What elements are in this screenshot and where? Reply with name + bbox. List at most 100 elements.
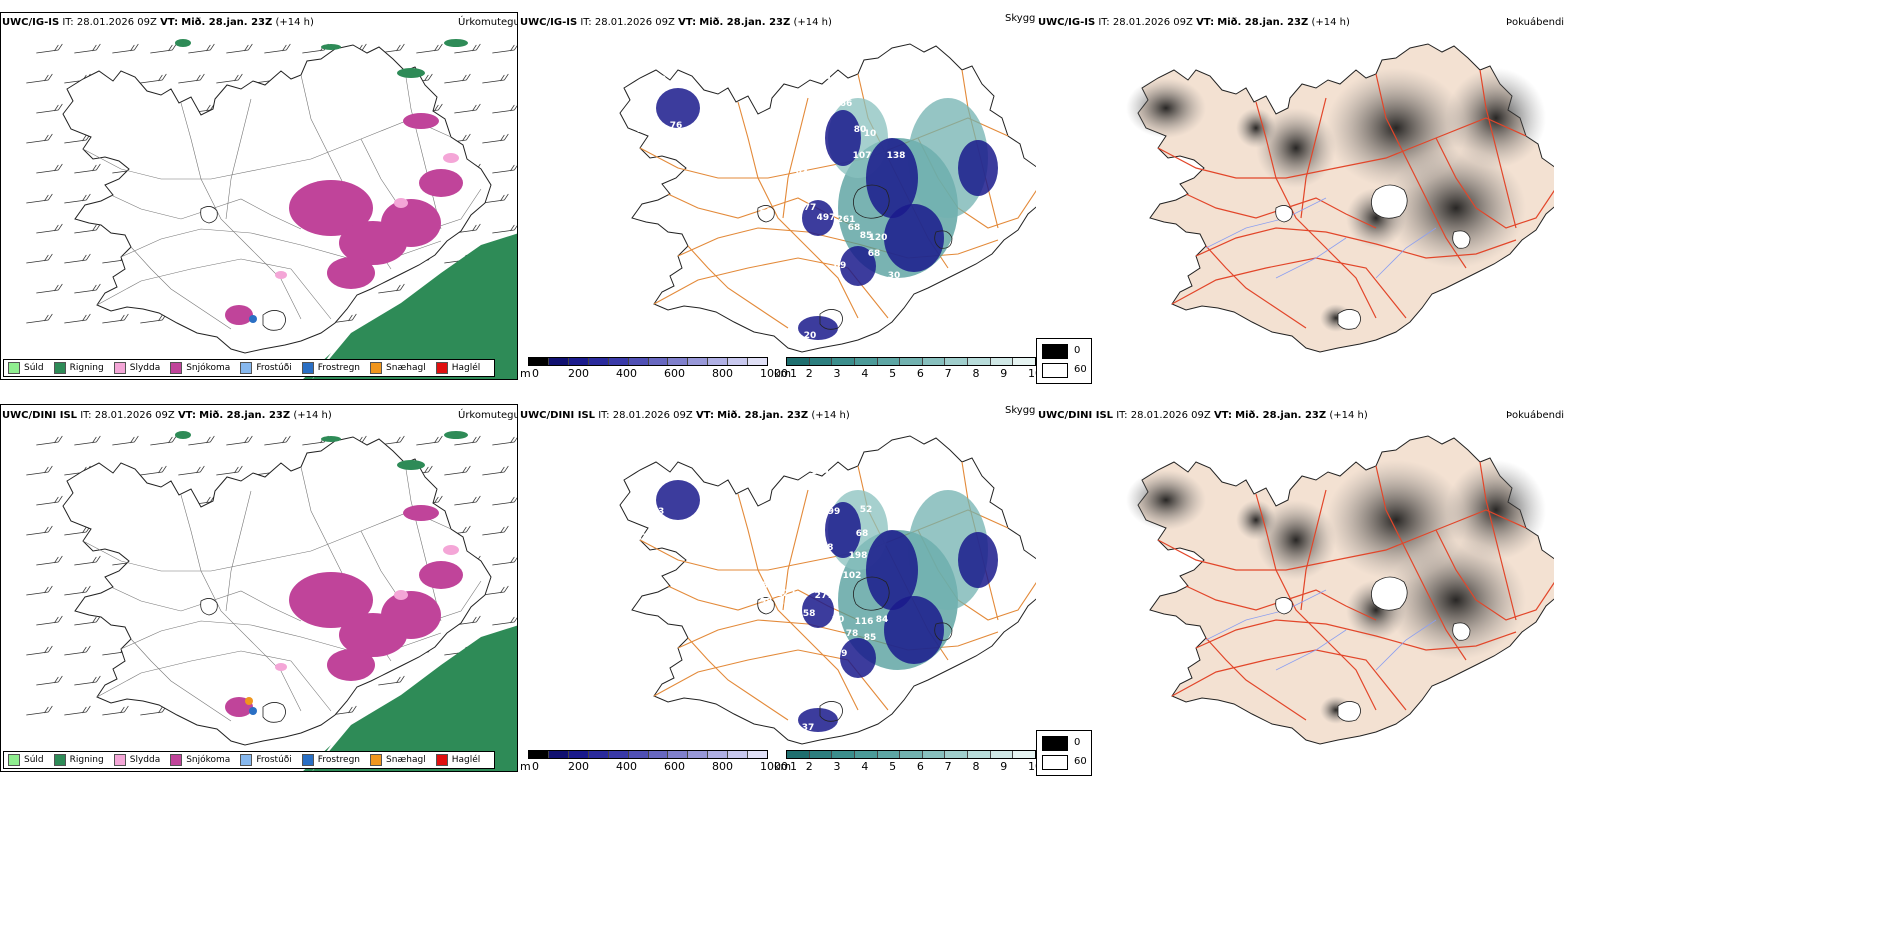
colorbar-cell [668, 751, 689, 758]
precip-panel-top: Súld Rigning Slydda Snjókoma Frostúði Frostre… [0, 12, 518, 380]
colorbar-cell [877, 751, 901, 758]
visibility-value-label: 78 [846, 629, 859, 639]
colorbar-cell [648, 751, 669, 758]
colorbar-tick-label: 600 [664, 367, 685, 380]
visibility-value-label: 84 [876, 615, 889, 625]
visibility-value-label: 37 [802, 723, 815, 733]
colorbar-cell [529, 358, 549, 365]
legend-label: Frostúði [256, 363, 292, 373]
colorbar-tick-label: 200 [568, 367, 589, 380]
visibility-value-label: 68 [848, 223, 861, 233]
visibility-value-label: 94 [796, 169, 809, 179]
colorbar-cell [568, 751, 589, 758]
visibility-value-label: 69 [876, 677, 889, 687]
colorbar-tick-label: 5 [889, 760, 897, 773]
legend-label: Snjókoma [186, 363, 231, 373]
title-precip-top: Úrkomutegund [458, 17, 533, 28]
visibility-value-label: 79 [654, 75, 667, 85]
colorbar-tick-label: 9 [1000, 367, 1008, 380]
colorbar-cell [548, 751, 569, 758]
visibility-value-label: 65 [638, 513, 651, 523]
colorbar-cell [708, 751, 729, 758]
colorbar-tick-label: 1000 [760, 760, 788, 773]
colorbar-tick-label: 7 [944, 367, 952, 380]
legend-item: Frostregn [301, 754, 361, 766]
precip-panel-bottom: Súld Rigning Slydda Snjókoma Frostúði Frostre… [0, 404, 518, 772]
visibility-value-label: 358 [797, 609, 816, 619]
visibility-value-label: 85 [860, 231, 873, 241]
fog-legend-60: 60 [1074, 756, 1087, 767]
colorbar-cell [688, 358, 709, 365]
colorbar-tick-label: 6 [916, 760, 924, 773]
visibility-colorbar-cells [786, 357, 1036, 366]
colorbar-cell [728, 358, 749, 365]
visibility-value-label: 116 [855, 617, 874, 627]
visibility-value-label: 10 [864, 129, 877, 139]
visibility-value-label: 63 [652, 507, 665, 517]
colorbar-cell [900, 751, 923, 758]
elevation-colorbar-bottom: m 0 200 400 600 800 1000 [520, 750, 788, 776]
visibility-value-label: 85 [864, 633, 877, 643]
fog-legend-bottom: 0 60 [1036, 730, 1092, 776]
visibility-value-label: 109 [681, 143, 700, 153]
visibility-value-label: 95 [670, 523, 683, 533]
header-precip-bottom: UWC/DINI ISL IT: 28.01.2026 09Z VT: Mið.… [2, 410, 332, 421]
colorbar-cell [708, 358, 729, 365]
visibility-value-label: 858 [815, 543, 834, 553]
visibility-value-label: 99 [828, 507, 841, 517]
legend-item: Frostúði [240, 754, 292, 766]
colorbar-cell [900, 358, 923, 365]
visibility-value-label: 87 [644, 483, 657, 493]
colorbar-cell [608, 751, 629, 758]
visibility-value-label: 174 [811, 467, 830, 477]
title-visibility-bottom: Skyggni [1005, 405, 1045, 416]
elevation-colorbar-top: m 0 200 400 600 800 1000 [520, 357, 788, 383]
legend-swatch [53, 362, 66, 374]
colorbar-tick-label: 7 [944, 760, 952, 773]
legend-item: Slydda [113, 362, 161, 374]
colorbar-cell [628, 751, 649, 758]
legend-swatch [113, 754, 126, 766]
colorbar-cell [832, 358, 855, 365]
fog-panel-top [1036, 12, 1554, 380]
colorbar-cell [787, 358, 810, 365]
title-precip-bottom: Úrkomutegund [458, 410, 533, 421]
legend-item: Slydda [113, 754, 161, 766]
visibility-panel-bottom: 87 63 65 37 95 165 207 78 174 69 99 52 68 858 198 69 75 2… [518, 404, 1036, 772]
colorbar-cell [1013, 751, 1036, 758]
visibility-value-label: 101 [637, 125, 656, 135]
visibility-value-label: 78 [764, 469, 777, 479]
visibility-value-label: 497 [817, 213, 836, 223]
visibility-value-label: 107 [853, 151, 872, 161]
colorbar-tick-label: 4 [861, 367, 869, 380]
colorbar-tick-label: 800 [712, 367, 733, 380]
elevation-colorbar-cells [528, 357, 768, 366]
fog-legend-60: 60 [1074, 364, 1087, 375]
visibility-value-label: 80 [832, 615, 845, 625]
visibility-value-label: 37 [636, 533, 649, 543]
colorbar-cell [968, 751, 991, 758]
fog-legend-white [1042, 755, 1068, 770]
title-fog-bottom: Þokuábendi [1506, 410, 1565, 421]
fog-panel-bottom [1036, 404, 1554, 772]
precip-legend-top: Súld Rigning Slydda Snjókoma Frostúði Frostre… [3, 359, 496, 377]
precip-legend-bottom: Súld Rigning Slydda Snjókoma Frostúði Frostre… [3, 751, 496, 769]
legend-label: Frostregn [317, 755, 361, 765]
visibility-value-label: 198 [849, 551, 868, 561]
legend-label: Slydda [129, 363, 161, 373]
colorbar-tick-label: 800 [712, 760, 733, 773]
legend-label: Slydda [129, 755, 161, 765]
fog-legend-top: 0 60 [1036, 338, 1092, 384]
legend-label: Haglél [451, 363, 481, 373]
visibility-value-label: 84 [830, 229, 843, 239]
colorbar-cell [668, 358, 689, 365]
legend-swatch [435, 754, 448, 766]
legend-label: Snæhagl [386, 363, 426, 373]
legend-label: Súld [24, 363, 44, 373]
legend-label: Frostregn [317, 363, 361, 373]
legend-label: Rigning [69, 363, 104, 373]
visibility-value-label: 165 [681, 529, 700, 539]
legend-item: Haglél [435, 754, 480, 766]
visibility-value-label: 66 [840, 99, 853, 109]
colorbar-cell [787, 751, 810, 758]
